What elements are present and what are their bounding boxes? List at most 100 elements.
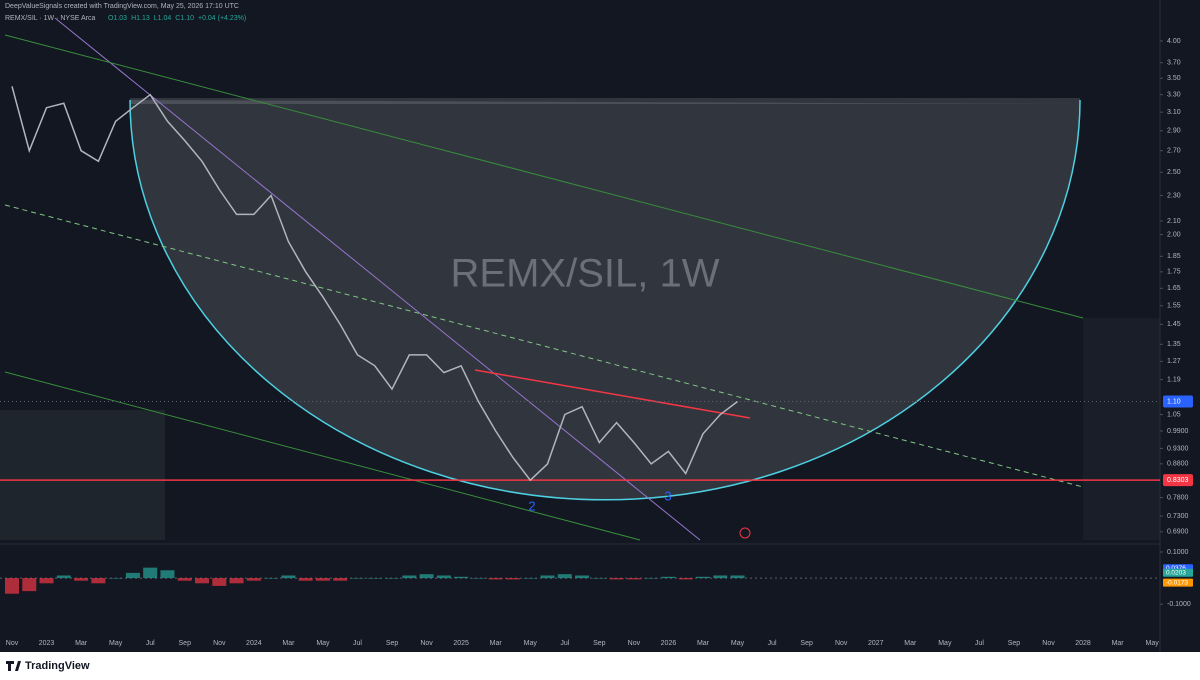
cup-arc xyxy=(129,99,1081,501)
y-tick-label: 1.35 xyxy=(1167,341,1181,348)
y-tick-label: 3.70 xyxy=(1167,60,1181,67)
y-tick-label: 2.30 xyxy=(1167,192,1181,199)
macd-bar xyxy=(281,575,296,579)
price-badge-label: 1.10 xyxy=(1167,398,1181,405)
trend-line xyxy=(4,371,641,541)
x-tick-label: Nov xyxy=(213,640,226,647)
x-tick-label: Jul xyxy=(560,640,569,647)
macd-bar xyxy=(471,578,486,579)
x-tick-label: Nov xyxy=(1042,640,1055,647)
price-line-series xyxy=(11,86,738,482)
x-tick-label: Jul xyxy=(146,640,155,647)
y-tick-label: 0.6900 xyxy=(1167,529,1189,536)
y-tick-label: 1.45 xyxy=(1167,321,1181,328)
macd-bar xyxy=(298,578,313,581)
macd-bar xyxy=(39,578,54,584)
macd-bar xyxy=(557,574,572,579)
x-tick-label: Mar xyxy=(1112,640,1125,647)
x-tick-label: Mar xyxy=(75,640,88,647)
x-tick-label: Nov xyxy=(628,640,641,647)
x-tick-label: 2025 xyxy=(453,640,469,647)
cup-fill xyxy=(130,100,1080,500)
y-tick-label: 0.9900 xyxy=(1167,428,1189,435)
y-tick-label: 1.27 xyxy=(1167,358,1181,365)
macd-bar xyxy=(333,578,348,581)
readout-label: -0.0173 xyxy=(1166,579,1188,586)
macd-bar xyxy=(505,578,520,580)
macd-bar xyxy=(402,575,417,579)
x-tick-label: Sep xyxy=(386,640,399,647)
y-tick-label: 0.7800 xyxy=(1167,494,1189,501)
background xyxy=(0,0,1200,652)
y-tick-label: 2.70 xyxy=(1167,148,1181,155)
macd-bar xyxy=(626,578,641,580)
macd-bar xyxy=(108,578,123,579)
macd-bar xyxy=(56,575,71,579)
macd-bar xyxy=(22,578,37,592)
symbol: REMX/SIL · 1W · NYSE Arca xyxy=(5,15,95,22)
ohlc-value: L1.04 xyxy=(154,15,172,22)
x-tick-label: 2028 xyxy=(1075,640,1091,647)
event-icon xyxy=(739,527,751,539)
y-tick-label: 1.55 xyxy=(1167,303,1181,310)
x-tick-label: May xyxy=(524,640,538,647)
macd-bar xyxy=(540,575,555,579)
x-tick-label: Nov xyxy=(6,640,19,647)
macd-bar xyxy=(419,574,434,579)
macd-bar xyxy=(644,578,659,579)
y-tick-label: 3.30 xyxy=(1167,92,1181,99)
wave-label: 2 xyxy=(528,498,535,513)
macd-bar xyxy=(229,578,244,584)
y-tick-label: 4.00 xyxy=(1167,38,1181,45)
ohlc-value: C1.10 xyxy=(175,15,194,22)
zone-box xyxy=(0,410,165,540)
y-tick-label: 1.05 xyxy=(1167,411,1181,418)
x-tick-label: Mar xyxy=(697,640,710,647)
credit: DeepValueSignals created with TradingVie… xyxy=(5,3,239,10)
y-tick-label: -0.1000 xyxy=(1167,601,1191,608)
readout-badge xyxy=(1163,568,1193,577)
x-tick-label: Jul xyxy=(975,640,984,647)
macd-bar xyxy=(264,578,279,579)
x-tick-label: May xyxy=(731,640,745,647)
y-tick-label: 3.10 xyxy=(1167,109,1181,116)
price-badge xyxy=(1163,395,1193,408)
readout-label: 0.0203 xyxy=(1166,570,1186,577)
y-tick-label: 2.50 xyxy=(1167,169,1181,176)
trend-line xyxy=(4,34,1084,319)
x-tick-label: 2023 xyxy=(39,640,55,647)
x-tick-label: Mar xyxy=(904,640,917,647)
y-tick-label: 1.65 xyxy=(1167,285,1181,292)
x-tick-label: Jul xyxy=(768,640,777,647)
macd-bar xyxy=(5,578,19,594)
x-tick-label: Nov xyxy=(420,640,433,647)
macd-bar xyxy=(195,578,210,584)
macd-bar xyxy=(212,578,227,586)
macd-bar xyxy=(315,578,330,581)
macd-bar xyxy=(609,578,624,580)
x-tick-label: Nov xyxy=(835,640,848,647)
macd-bar xyxy=(177,578,192,581)
x-tick-label: May xyxy=(1146,640,1160,647)
y-tick-label: 0.9300 xyxy=(1167,445,1189,452)
y-tick-label: 1.75 xyxy=(1167,269,1181,276)
readout-badge xyxy=(1163,578,1193,587)
y-tick-label: 2.90 xyxy=(1167,128,1181,135)
cup-rim xyxy=(130,98,1080,104)
macd-bar xyxy=(523,578,538,579)
x-tick-label: Mar xyxy=(490,640,503,647)
macd-bar xyxy=(246,578,261,581)
macd-bar xyxy=(367,578,382,579)
macd-bar xyxy=(143,567,158,579)
macd-bar xyxy=(350,578,365,579)
wave-label: 3 xyxy=(664,488,671,503)
logo xyxy=(6,661,21,671)
brand: TradingView xyxy=(25,660,90,672)
macd-bar xyxy=(91,578,106,584)
macd-bar xyxy=(454,576,469,579)
x-tick-label: Sep xyxy=(1008,640,1021,647)
trend-line xyxy=(54,17,701,541)
macd-bar xyxy=(678,578,693,580)
macd-bar xyxy=(74,578,89,581)
